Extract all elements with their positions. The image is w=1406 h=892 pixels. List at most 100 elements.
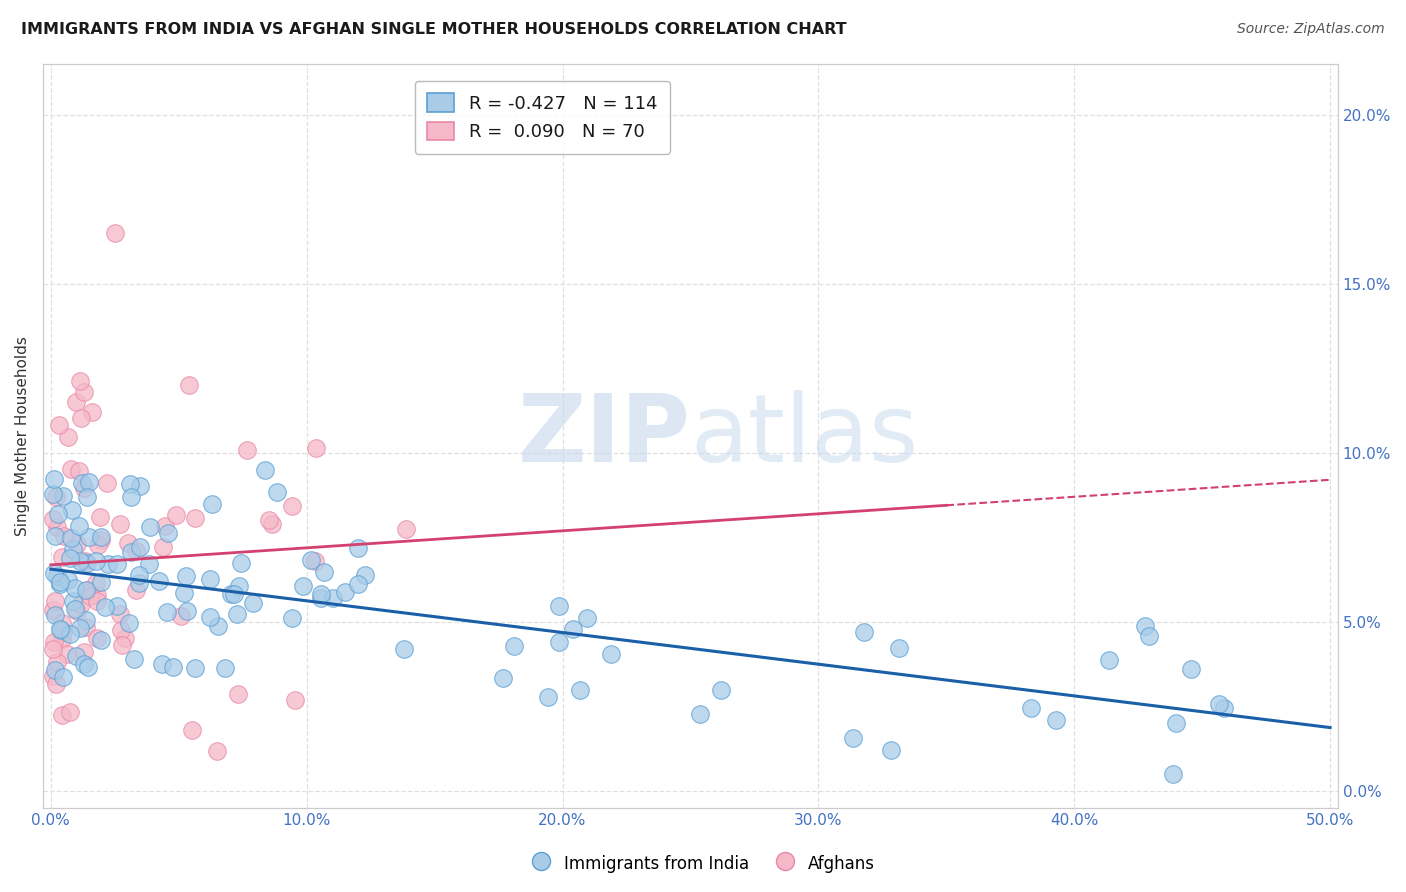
Point (353, 568, 375, 582)
Point (569, 683, 592, 698)
Point (80, 405, 103, 419)
Point (90, 530, 112, 544)
Point (58, 430, 80, 444)
Point (118, 477, 141, 491)
Point (257, 512, 280, 526)
Point (852, 625, 875, 640)
Point (56, 647, 79, 661)
Point (66, 604, 89, 618)
Point (150, 657, 173, 672)
Point (76, 490, 98, 504)
Point (48, 622, 70, 636)
Point (395, 522, 418, 536)
Point (304, 554, 326, 568)
Point (104, 226, 127, 240)
Point (51, 623, 73, 637)
Point (52, 670, 75, 684)
Point (51, 632, 73, 647)
Point (70, 597, 93, 611)
Point (73, 554, 96, 568)
Point (125, 583, 148, 598)
Point (51, 616, 73, 631)
Point (110, 623, 132, 637)
Point (45, 490, 67, 504)
Point (44, 471, 66, 485)
Point (105, 557, 128, 571)
Point (75, 613, 97, 627)
Point (72, 657, 94, 671)
Point (97, 557, 120, 571)
Point (1208, 698, 1230, 712)
Point (548, 599, 571, 614)
Point (67, 464, 90, 478)
Point (60, 531, 83, 545)
Point (128, 575, 150, 590)
Point (228, 687, 250, 701)
Point (1021, 700, 1043, 714)
Point (69, 375, 91, 389)
Point (58, 573, 80, 587)
Point (44, 663, 66, 677)
Point (184, 511, 207, 525)
Point (70, 475, 93, 490)
Point (156, 526, 179, 541)
Point (219, 587, 242, 601)
Point (299, 553, 322, 567)
Point (52, 489, 75, 503)
Point (1045, 713, 1067, 727)
Point (162, 660, 184, 674)
Point (117, 536, 139, 550)
Point (139, 520, 162, 534)
Legend: Immigrants from India, Afghans: Immigrants from India, Afghans (524, 847, 882, 880)
Point (394, 641, 416, 656)
Point (110, 607, 132, 622)
Point (84, 575, 107, 590)
Point (89, 510, 111, 524)
Y-axis label: Single Mother Households: Single Mother Households (15, 336, 30, 536)
Point (201, 497, 224, 511)
Point (94, 599, 117, 614)
Point (45, 569, 67, 583)
Point (76, 557, 98, 571)
Point (76, 583, 98, 598)
Text: IMMIGRANTS FROM INDIA VS AFGHAN SINGLE MOTHER HOUSEHOLDS CORRELATION CHART: IMMIGRANTS FROM INDIA VS AFGHAN SINGLE M… (21, 22, 846, 37)
Point (305, 441, 328, 455)
Point (174, 569, 197, 583)
Point (228, 578, 250, 592)
Point (1180, 662, 1202, 676)
Point (59, 626, 82, 640)
Point (537, 690, 560, 704)
Point (73, 482, 96, 496)
Point (184, 661, 207, 675)
Point (90, 574, 112, 589)
Point (42, 487, 65, 501)
Point (214, 661, 236, 675)
Point (73, 385, 96, 400)
Point (153, 519, 176, 533)
Point (120, 490, 142, 504)
Point (75, 619, 97, 633)
Point (48, 417, 70, 432)
Point (90, 533, 112, 547)
Point (576, 611, 599, 625)
Point (60, 462, 83, 476)
Point (46, 507, 69, 521)
Point (65, 395, 87, 409)
Point (86, 631, 108, 645)
Point (503, 639, 526, 653)
Point (1133, 619, 1156, 633)
Point (118, 615, 141, 630)
Point (198, 610, 221, 624)
Point (346, 541, 368, 555)
Point (124, 652, 146, 666)
Point (156, 605, 179, 619)
Point (90, 633, 112, 648)
Point (63, 602, 86, 616)
Point (65, 649, 87, 664)
Point (599, 647, 621, 661)
Point (72, 645, 94, 659)
Point (841, 731, 863, 745)
Point (79, 530, 101, 544)
Point (152, 541, 174, 555)
Point (53, 529, 76, 543)
